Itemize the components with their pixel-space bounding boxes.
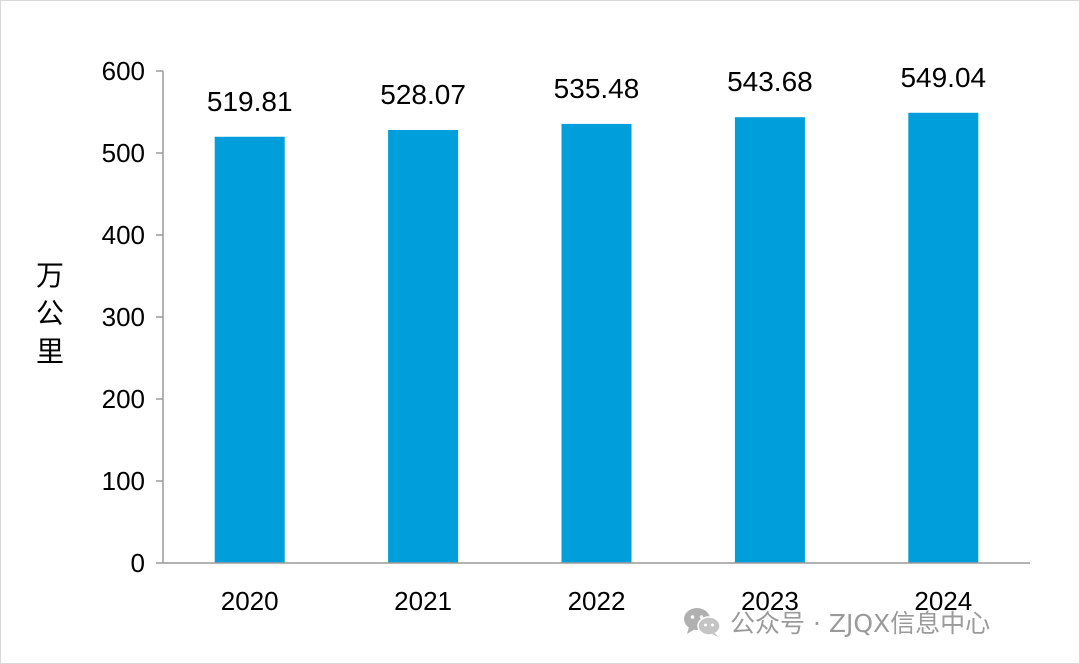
- bar-2021: [388, 129, 459, 563]
- x-tick-label-2020: 2020: [221, 586, 279, 616]
- y-tick-label: 600: [102, 56, 145, 86]
- y-tick-label: 0: [131, 548, 145, 578]
- y-axis-ticks: 0 100 200 300 400 500 600: [102, 56, 163, 578]
- y-tick-label: 100: [102, 466, 145, 496]
- bar-2020: [214, 136, 285, 563]
- watermark: 公众号 · ZJQX信息中心: [682, 604, 990, 640]
- y-axis-label-char: 万: [36, 259, 64, 292]
- data-label-2022: 535.48: [554, 73, 640, 104]
- y-axis-label-char: 里: [36, 335, 64, 368]
- x-tick-label-2022: 2022: [568, 586, 626, 616]
- data-label-2020: 519.81: [207, 86, 293, 117]
- wechat-icon: [684, 608, 721, 637]
- y-tick-label: 300: [102, 302, 145, 332]
- y-tick-label: 400: [102, 220, 145, 250]
- data-labels: 519.81 528.07 535.48 543.68 549.04: [207, 62, 986, 117]
- data-label-2023: 543.68: [727, 66, 813, 97]
- bar-2023: [734, 117, 805, 563]
- bar-2024: [908, 112, 979, 563]
- y-axis-label: 万公里: [36, 259, 64, 368]
- y-axis-label-char: 公: [36, 297, 64, 330]
- bars: [214, 112, 979, 563]
- data-label-2021: 528.07: [380, 79, 466, 110]
- y-tick-label: 500: [102, 138, 145, 168]
- x-tick-label-2024: 2024: [914, 586, 972, 616]
- x-tick-label-2021: 2021: [394, 586, 452, 616]
- x-tick-label-2023: 2023: [741, 586, 799, 616]
- bar-2022: [561, 123, 632, 563]
- data-label-2024: 549.04: [900, 62, 986, 93]
- x-axis-ticks: 2020 2021 2022 2023 2024: [221, 586, 972, 616]
- y-tick-label: 200: [102, 384, 145, 414]
- watermark-text: 公众号 · ZJQX信息中心: [730, 609, 991, 638]
